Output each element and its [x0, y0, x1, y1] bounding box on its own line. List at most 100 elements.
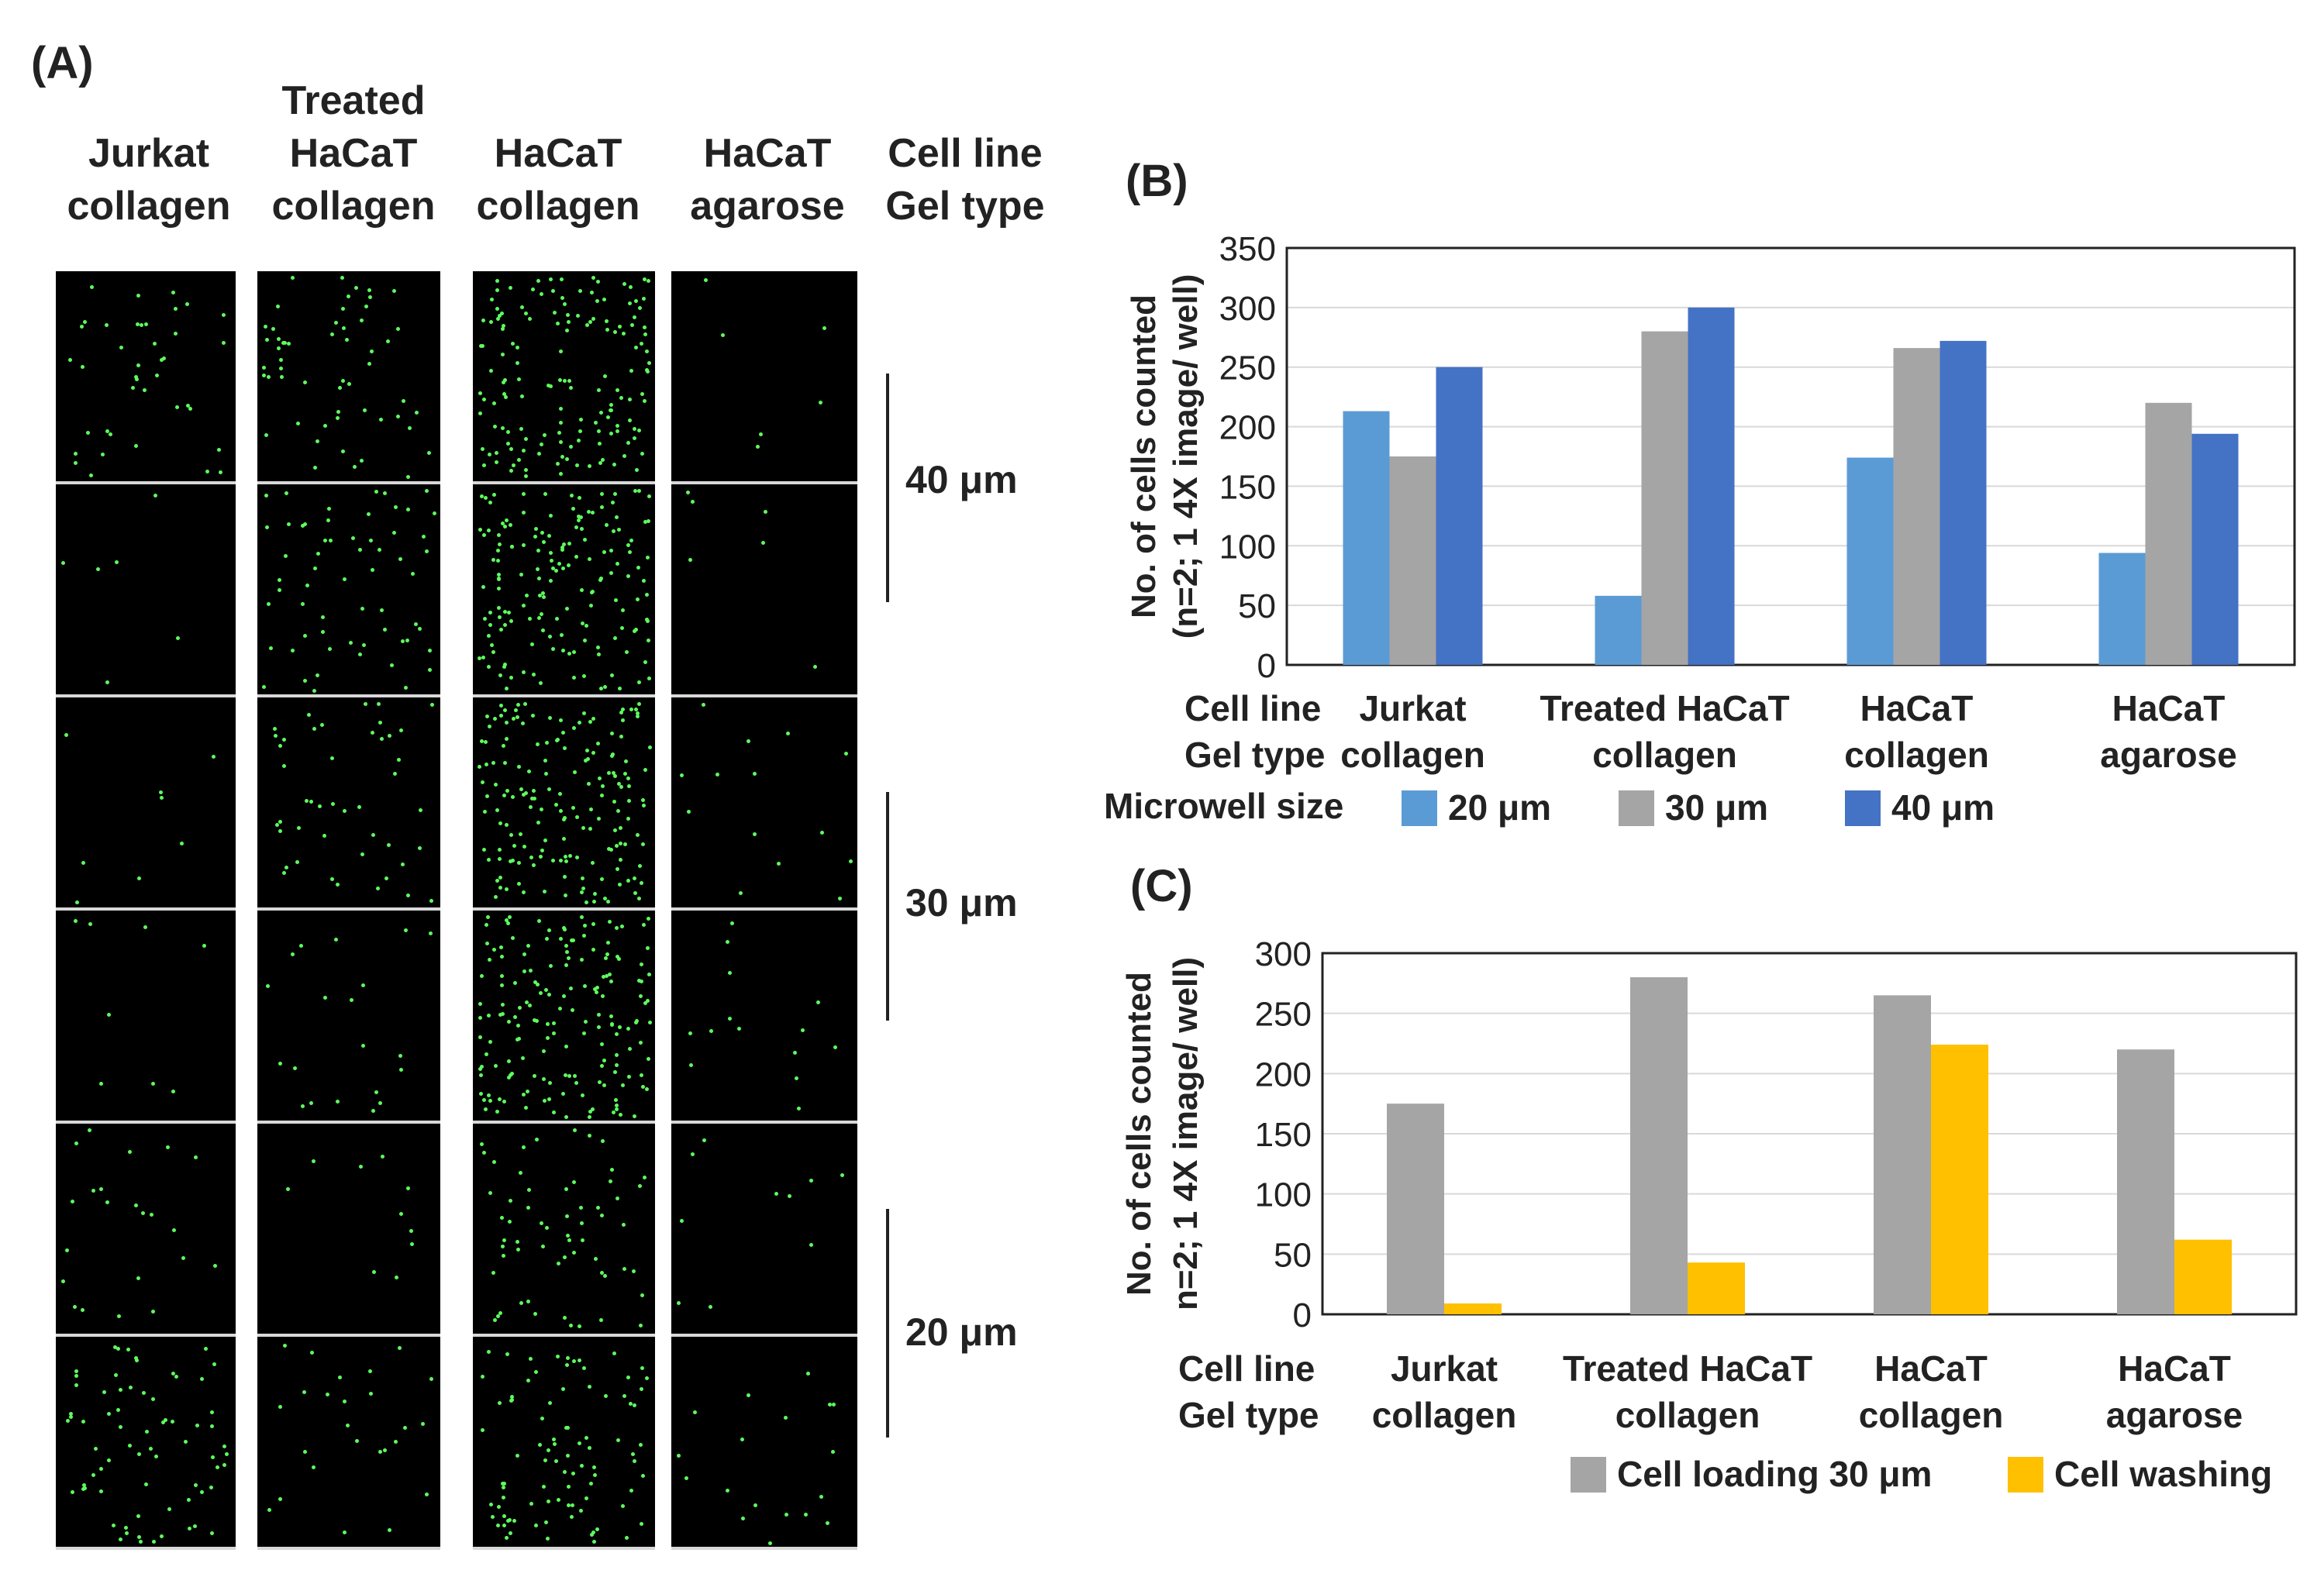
cell-dot — [583, 984, 587, 988]
column-header-line2: HaCaT — [703, 131, 832, 176]
category-label: HaCaT — [1860, 688, 1974, 728]
cell-dot — [617, 957, 621, 961]
cell-dot — [540, 442, 543, 446]
cell-dot — [509, 447, 513, 451]
cell-dot — [326, 518, 330, 522]
cell-dot — [566, 1356, 570, 1360]
cell-dot — [677, 1454, 681, 1458]
cell-dot — [730, 921, 734, 925]
cell-dot — [479, 1073, 483, 1077]
cell-dot — [552, 1021, 556, 1025]
cell-dot — [612, 1351, 616, 1355]
y-tick-label: 250 — [1219, 349, 1276, 387]
legend-label: 20 μm — [1448, 787, 1551, 828]
cell-dot — [171, 1420, 174, 1424]
cell-dot — [554, 803, 558, 807]
cell-dot — [406, 508, 410, 511]
y-axis-subtitle: (n=2; 1 4X image/ well) — [1167, 274, 1205, 639]
cell-dot — [284, 491, 288, 495]
cell-dot — [517, 882, 521, 886]
cell-dot — [499, 704, 503, 708]
cell-dot — [478, 528, 482, 532]
cell-dot — [555, 739, 559, 742]
y-tick-label: 250 — [1255, 996, 1312, 1034]
cell-dot — [279, 358, 283, 362]
cell-dot — [524, 468, 528, 472]
cell-dot — [509, 1199, 512, 1203]
cell-dot — [636, 597, 640, 601]
legend-swatch — [1845, 790, 1881, 826]
cell-dot — [588, 720, 592, 724]
cell-dot — [615, 844, 619, 848]
cell-dot — [565, 607, 569, 611]
cell-dot — [628, 398, 632, 401]
cell-dot — [764, 510, 767, 514]
cell-dot — [617, 528, 621, 532]
cell-dot — [562, 994, 566, 998]
cell-dot — [541, 1245, 545, 1248]
cell-dot — [484, 1107, 488, 1111]
cell-dot — [361, 1044, 365, 1048]
cell-dot — [433, 511, 436, 515]
cell-dot — [688, 1031, 692, 1035]
cell-dot — [134, 1356, 138, 1360]
cell-dot — [768, 1541, 772, 1545]
plot-frame — [1321, 952, 2298, 1316]
cell-dot — [299, 944, 303, 948]
cell-dot — [619, 711, 623, 714]
cell-dot — [573, 1074, 577, 1078]
cell-dot — [502, 1514, 506, 1518]
cell-dot — [591, 861, 595, 865]
cell-dot — [307, 713, 311, 717]
cell-dot — [152, 1540, 156, 1544]
cell-dot — [75, 900, 79, 904]
bar — [1387, 1104, 1444, 1314]
cell-dot — [542, 1077, 546, 1081]
cell-dot — [487, 665, 491, 669]
cell-dot — [549, 384, 553, 388]
cell-dot — [281, 341, 285, 345]
image-tile — [671, 271, 857, 484]
cell-dot — [605, 523, 609, 527]
cell-dot — [594, 1257, 598, 1261]
cell-dot — [728, 971, 732, 975]
cell-dot — [611, 501, 615, 504]
cell-dot — [278, 578, 281, 582]
cell-dot — [529, 969, 533, 973]
cell-dot — [625, 650, 629, 654]
cell-dot — [225, 1452, 229, 1456]
cell-dot — [597, 1025, 601, 1029]
cell-dot — [596, 280, 600, 284]
cell-dot — [588, 1446, 591, 1450]
cell-dot — [511, 936, 515, 940]
cell-dot — [559, 859, 563, 863]
cell-dot — [819, 401, 822, 405]
image-tile — [257, 271, 440, 484]
cell-dot — [646, 946, 650, 950]
cell-dot — [478, 391, 482, 395]
cell-dot — [599, 577, 603, 580]
cell-dot — [136, 1276, 140, 1280]
cell-dot — [497, 606, 501, 610]
bar — [1874, 995, 1931, 1314]
cell-dot — [529, 1357, 533, 1361]
cell-dot — [502, 1496, 505, 1500]
cell-dot — [629, 708, 633, 711]
cell-dot — [522, 670, 526, 674]
cell-dot — [502, 324, 505, 328]
cell-dot — [591, 276, 595, 280]
cell-dot — [567, 1503, 571, 1507]
cell-dot — [619, 396, 623, 400]
cell-dot — [386, 339, 390, 343]
cell-dot — [83, 1486, 87, 1490]
cell-dot — [615, 1032, 619, 1036]
cell-dot — [591, 1531, 595, 1534]
cell-dot — [222, 1463, 226, 1467]
cell-dot — [347, 382, 351, 386]
image-tile — [671, 484, 857, 697]
cell-dot — [495, 460, 498, 464]
cell-dot — [609, 571, 613, 575]
cell-dot — [540, 292, 543, 296]
cell-dot — [543, 890, 547, 894]
cell-dot — [326, 1393, 329, 1396]
